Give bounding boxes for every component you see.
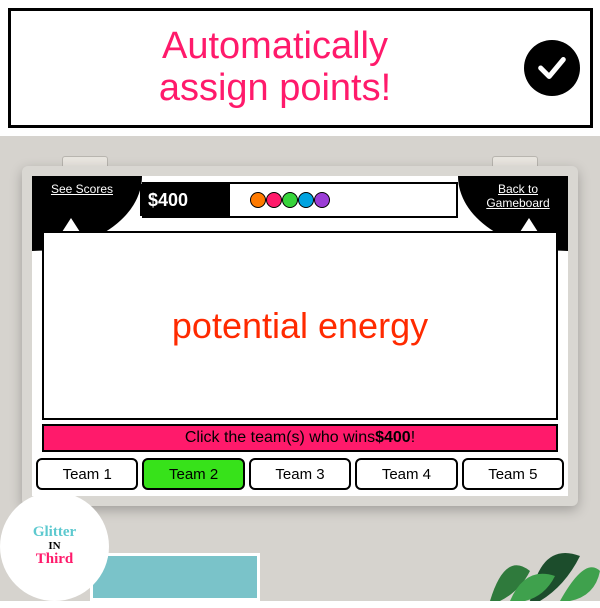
logo-line3: Third xyxy=(33,552,76,568)
category-dot xyxy=(298,192,314,208)
checkmark-badge xyxy=(524,40,580,96)
headline-line2: assign points! xyxy=(159,67,391,109)
whiteboard: See Scores Back to Gameboard $400 potent… xyxy=(22,166,578,506)
arrow-up-icon xyxy=(62,218,80,232)
category-dots xyxy=(250,192,330,208)
team-buttons-row: Team 1Team 2Team 3Team 4Team 5 xyxy=(36,458,564,490)
whiteboard-wrap: See Scores Back to Gameboard $400 potent… xyxy=(22,166,578,506)
see-scores-label: See Scores xyxy=(42,182,122,196)
instr-suffix: ! xyxy=(411,429,415,447)
plant-decoration xyxy=(470,501,600,601)
team-button[interactable]: Team 5 xyxy=(462,458,564,490)
team-button[interactable]: Team 1 xyxy=(36,458,138,490)
logo-line1: Glitter xyxy=(33,525,76,541)
instr-prize: $400 xyxy=(375,429,411,447)
headline-text: Automatically assign points! xyxy=(11,26,590,110)
instr-prefix: Click the team(s) who wins xyxy=(185,429,375,447)
arrow-up-icon xyxy=(520,218,538,232)
category-dot xyxy=(282,192,298,208)
check-icon xyxy=(535,51,569,85)
headline-banner: Automatically assign points! xyxy=(8,8,593,128)
team-button[interactable]: Team 2 xyxy=(142,458,244,490)
cabinet xyxy=(90,553,260,601)
answer-text: potential energy xyxy=(172,305,428,347)
price-label: $400 xyxy=(140,184,230,216)
back-label: Back to Gameboard xyxy=(478,182,558,211)
classroom-scene: See Scores Back to Gameboard $400 potent… xyxy=(0,136,600,601)
headline-line1: Automatically xyxy=(162,25,388,67)
team-button[interactable]: Team 4 xyxy=(355,458,457,490)
top-bar: $400 xyxy=(142,182,458,218)
category-dot xyxy=(266,192,282,208)
instruction-bar: Click the team(s) who wins $400 ! xyxy=(42,424,558,452)
team-button[interactable]: Team 3 xyxy=(249,458,351,490)
category-dot xyxy=(314,192,330,208)
category-dot xyxy=(250,192,266,208)
brand-logo: Glitter IN Third xyxy=(2,494,107,599)
answer-card: potential energy xyxy=(42,231,558,420)
